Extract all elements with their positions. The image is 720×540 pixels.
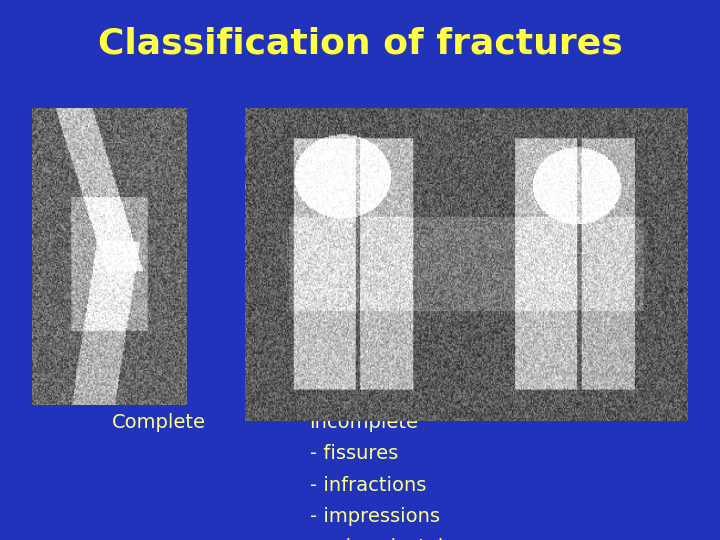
Text: - fissures: - fissures xyxy=(310,444,398,463)
Text: - impressions: - impressions xyxy=(310,507,440,526)
Text: - infractions: - infractions xyxy=(310,476,426,495)
Text: Complete: Complete xyxy=(112,413,206,432)
Text: - subperiostal: - subperiostal xyxy=(310,538,443,540)
Text: Incomplete: Incomplete xyxy=(310,413,418,432)
Text: Classification of fractures: Classification of fractures xyxy=(98,27,622,61)
